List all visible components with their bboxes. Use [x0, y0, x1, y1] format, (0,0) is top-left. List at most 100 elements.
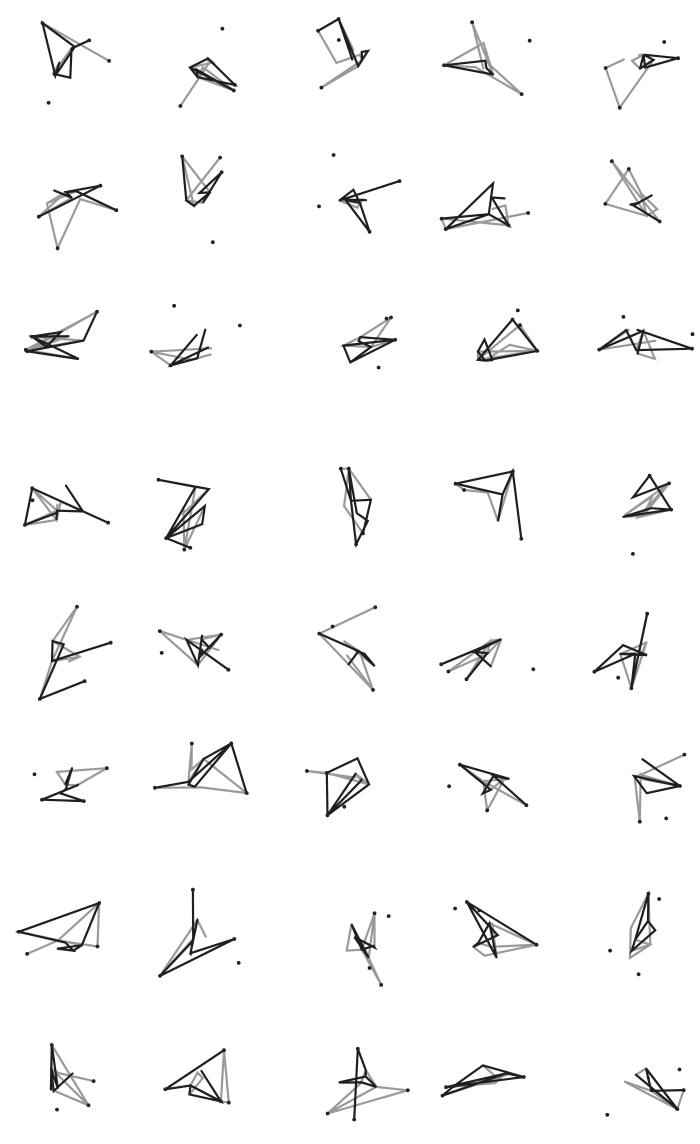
figure-cell-r6-c2	[153, 741, 251, 795]
node-dot	[46, 100, 51, 105]
node-dot	[667, 481, 671, 486]
node-dot	[647, 473, 652, 478]
figure-cell-r8-c4	[440, 1064, 526, 1098]
figure-cell-r6-c1	[32, 766, 109, 803]
node-dot	[191, 887, 195, 892]
node-dot	[389, 315, 393, 320]
node-dot	[355, 1046, 360, 1051]
dark-edge-path	[23, 484, 109, 527]
node-dot	[25, 952, 29, 956]
node-dot	[95, 944, 100, 949]
figure-cell-r1-c5	[603, 40, 680, 111]
node-dot	[636, 972, 641, 977]
node-dot	[236, 961, 241, 965]
node-dot	[603, 66, 608, 70]
dark-edge-path	[443, 59, 495, 76]
node-dot	[189, 741, 194, 746]
node-dot	[443, 227, 448, 232]
figure-cell-r7-c2	[158, 887, 241, 978]
figure-cell-r2-c3	[317, 153, 402, 234]
light-edge-path	[326, 1067, 409, 1115]
dark-edge-path	[318, 632, 376, 667]
figure-cell-r6-c4	[447, 762, 529, 814]
node-dot	[114, 208, 119, 213]
figure-cell-r1-c3	[316, 17, 371, 90]
node-dot	[157, 629, 162, 633]
node-dot	[149, 349, 154, 354]
node-dot	[379, 983, 384, 987]
dark-edge-path	[41, 767, 85, 803]
node-dot	[690, 332, 695, 337]
node-dot	[485, 808, 490, 813]
light-edge-path	[181, 485, 212, 551]
dark-edge-path	[441, 1064, 525, 1097]
figure-cell-r5-c2	[157, 629, 231, 672]
node-dot	[621, 315, 626, 319]
node-dot	[87, 38, 92, 43]
node-dot	[316, 28, 320, 33]
node-dot	[210, 240, 215, 245]
node-dot	[336, 38, 341, 42]
node-dot	[336, 17, 341, 21]
node-dot	[82, 679, 87, 684]
light-edge-path	[38, 605, 83, 700]
node-dot	[444, 1085, 448, 1090]
node-dot	[626, 167, 631, 171]
node-dot	[515, 308, 520, 313]
node-dot	[453, 906, 457, 911]
light-edge-path	[471, 922, 540, 959]
node-dot	[617, 105, 622, 110]
figure-cell-r1-c2	[178, 26, 239, 108]
node-dot	[518, 323, 522, 327]
node-dot	[464, 677, 469, 682]
node-dot	[616, 675, 621, 680]
node-dot	[16, 929, 21, 934]
node-dot	[470, 20, 474, 25]
node-dot	[367, 229, 372, 234]
node-dot	[108, 640, 113, 645]
node-dot	[30, 334, 34, 339]
dark-edge-path	[629, 194, 661, 223]
node-dot	[458, 762, 462, 767]
dark-edge-path	[440, 180, 512, 231]
figure-cell-r5-c3	[317, 605, 378, 692]
node-dot	[534, 942, 539, 947]
figure-cell-r6-c3	[305, 756, 371, 818]
node-dot	[462, 488, 466, 492]
figure-cell-r8-c3	[325, 1046, 410, 1122]
dark-edge-path	[40, 20, 91, 80]
node-dot	[325, 813, 330, 818]
node-dot	[506, 223, 511, 228]
node-dot	[305, 769, 309, 773]
node-dot	[519, 92, 524, 96]
node-dot	[447, 784, 451, 789]
node-dot	[605, 1112, 610, 1117]
light-edge-path	[38, 189, 117, 252]
figure-cell-r3-c1	[23, 309, 99, 361]
node-dot	[631, 552, 635, 556]
light-edge-path	[476, 323, 540, 362]
dark-edge-path	[14, 901, 102, 953]
light-edge-path	[604, 53, 655, 111]
figure-cell-r7-c5	[608, 889, 661, 977]
node-dot	[238, 323, 242, 328]
node-dot	[637, 819, 642, 824]
node-dot	[229, 741, 234, 746]
light-edge-path	[316, 17, 364, 89]
node-dot	[669, 507, 673, 512]
node-dot	[232, 937, 237, 941]
figure-cell-r5-c4	[439, 638, 536, 682]
node-dot	[682, 752, 687, 757]
node-dot	[342, 804, 347, 809]
light-edge-path	[628, 889, 653, 960]
node-dot	[681, 1088, 686, 1092]
node-dot	[156, 477, 161, 482]
dark-edge-path	[638, 53, 679, 70]
figure-cell-r3-c4	[475, 308, 540, 362]
node-dot	[40, 797, 44, 802]
node-dot	[219, 1099, 223, 1104]
dark-edge-path	[350, 923, 378, 959]
node-dot	[325, 1111, 330, 1116]
node-dot	[91, 1079, 96, 1083]
